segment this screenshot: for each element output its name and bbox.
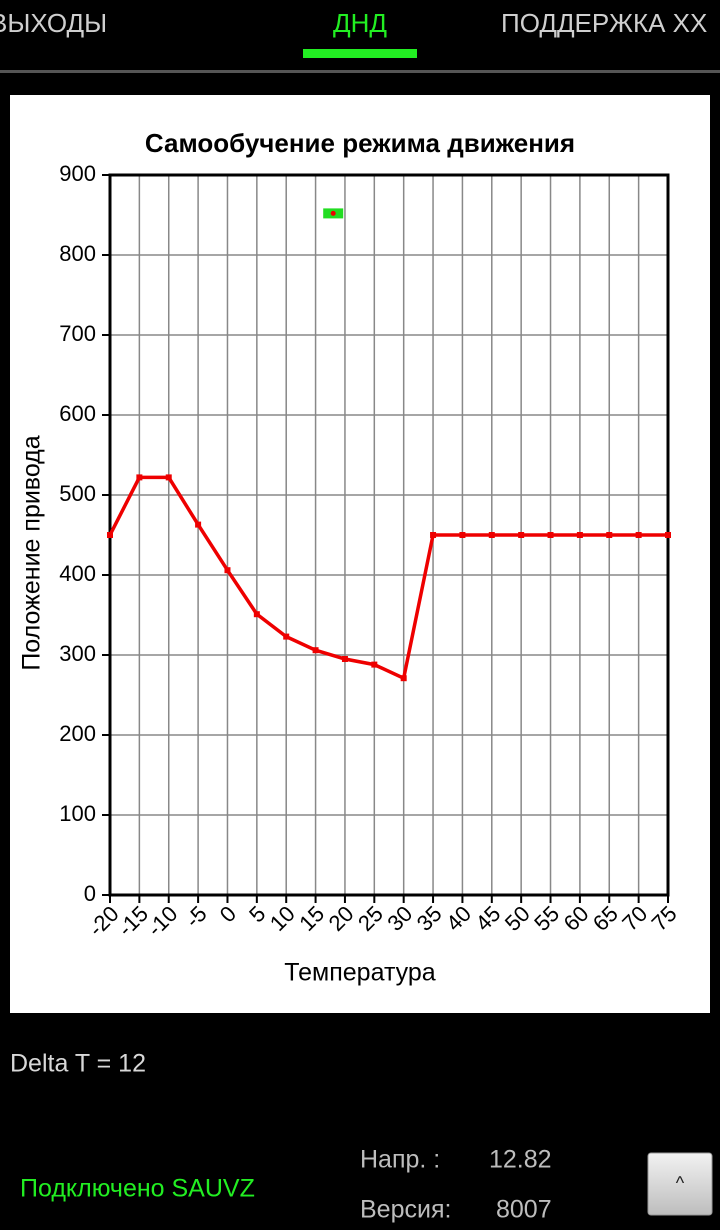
tab[interactable]: ВЫХОДЫ [0, 8, 107, 38]
version-value: 8007 [496, 1196, 552, 1224]
tab-active[interactable]: ДНД [333, 8, 387, 38]
scroll-button[interactable] [647, 1152, 713, 1216]
data-point [606, 532, 613, 538]
y-tick-label: 100 [59, 801, 96, 826]
data-point [283, 633, 290, 640]
y-tick-label: 200 [59, 721, 96, 746]
y-tick-label: 0 [84, 881, 96, 906]
data-point [400, 675, 407, 682]
x-axis-label: Температура [284, 959, 436, 987]
data-point [430, 532, 437, 538]
y-tick-label: 400 [59, 561, 96, 586]
data-point [253, 611, 260, 618]
data-point [665, 532, 671, 538]
tab-indicator [303, 49, 417, 58]
divider [0, 70, 720, 73]
data-point [576, 532, 583, 538]
data-point [107, 532, 113, 538]
tab[interactable]: ПОДДЕРЖКА ХХ [501, 8, 707, 38]
y-tick-label: 800 [59, 241, 96, 266]
voltage-value: 12.82 [489, 1146, 552, 1174]
data-point [547, 532, 554, 538]
chart-title: Самообучение режима движения [145, 128, 575, 158]
data-point [165, 474, 172, 481]
data-point [635, 532, 642, 538]
data-point [518, 532, 525, 538]
data-point [195, 521, 202, 528]
y-tick-label: 600 [59, 401, 96, 426]
version-label: Версия: [360, 1196, 451, 1224]
y-tick-label: 500 [59, 481, 96, 506]
chart: Самообучение режима движения Температура П… [18, 128, 682, 987]
y-axis-label: Положение привода [18, 435, 46, 670]
voltage-label: Напр. : [360, 1146, 440, 1174]
y-tick-label: 300 [59, 641, 96, 666]
data-line [108, 475, 668, 681]
data-point [136, 474, 143, 481]
chart-panel [10, 95, 710, 1013]
delta-text: Delta T = 12 [10, 1050, 146, 1078]
data-point [459, 532, 466, 538]
data-point [224, 567, 231, 574]
data-point [488, 532, 495, 538]
data-point [312, 647, 319, 654]
data-point [371, 661, 378, 668]
button-label: ^ [676, 1173, 685, 1193]
data-point [341, 656, 348, 662]
current-point [330, 210, 336, 216]
y-tick-label: 900 [59, 161, 96, 186]
y-tick-label: 700 [59, 321, 96, 346]
connection-status: Подключено SAUVZ [20, 1175, 255, 1203]
